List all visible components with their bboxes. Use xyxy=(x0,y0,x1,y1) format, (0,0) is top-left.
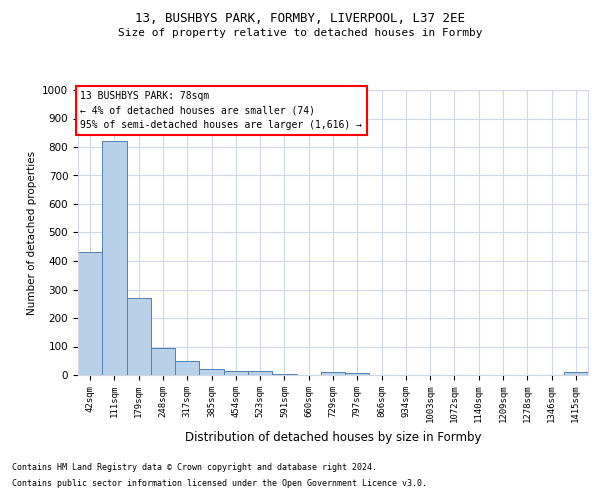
Bar xyxy=(199,368,224,375)
Text: 13, BUSHBYS PARK, FORMBY, LIVERPOOL, L37 2EE: 13, BUSHBYS PARK, FORMBY, LIVERPOOL, L37… xyxy=(135,12,465,26)
Bar xyxy=(248,372,272,375)
Bar xyxy=(321,372,345,375)
Y-axis label: Number of detached properties: Number of detached properties xyxy=(26,150,37,314)
Bar xyxy=(564,372,588,375)
Bar xyxy=(78,252,102,375)
Bar xyxy=(127,298,151,375)
Bar xyxy=(224,370,248,375)
Bar xyxy=(175,362,199,375)
X-axis label: Distribution of detached houses by size in Formby: Distribution of detached houses by size … xyxy=(185,430,481,444)
Bar xyxy=(151,348,175,375)
Text: 13 BUSHBYS PARK: 78sqm
← 4% of detached houses are smaller (74)
95% of semi-deta: 13 BUSHBYS PARK: 78sqm ← 4% of detached … xyxy=(80,90,362,130)
Text: Contains HM Land Registry data © Crown copyright and database right 2024.: Contains HM Land Registry data © Crown c… xyxy=(12,464,377,472)
Text: Size of property relative to detached houses in Formby: Size of property relative to detached ho… xyxy=(118,28,482,38)
Bar xyxy=(272,374,296,375)
Text: Contains public sector information licensed under the Open Government Licence v3: Contains public sector information licen… xyxy=(12,478,427,488)
Bar xyxy=(345,372,370,375)
Bar xyxy=(102,142,127,375)
